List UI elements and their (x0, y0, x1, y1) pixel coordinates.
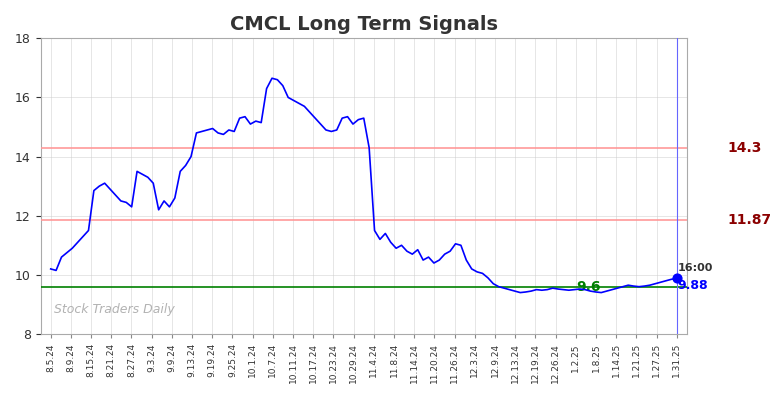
Text: Stock Traders Daily: Stock Traders Daily (53, 303, 174, 316)
Point (670, 275, 683, 281)
Text: 9.88: 9.88 (678, 279, 709, 292)
Text: 14.3: 14.3 (728, 141, 762, 155)
Title: CMCL Long Term Signals: CMCL Long Term Signals (230, 15, 498, 34)
Text: 11.87: 11.87 (728, 213, 771, 226)
Text: 16:00: 16:00 (678, 263, 713, 273)
Text: 9.6: 9.6 (575, 280, 601, 294)
